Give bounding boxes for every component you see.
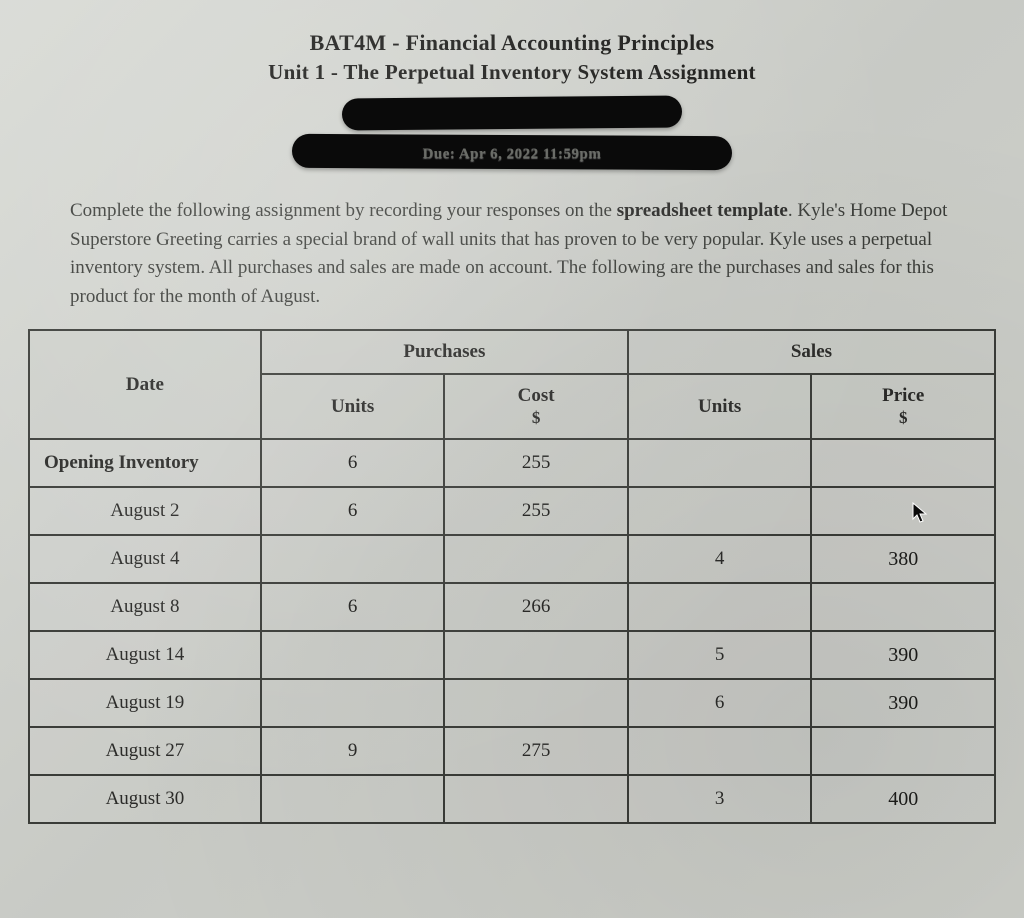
due-date-text: Due: Apr 6, 2022 11:59pm xyxy=(423,146,602,163)
cell-purchase-cost: 255 xyxy=(444,487,628,535)
cell-purchase-units xyxy=(261,679,445,727)
cell-purchase-units xyxy=(261,535,445,583)
redaction-area: Due: Apr 6, 2022 11:59pm xyxy=(282,97,742,169)
row-date-label: August 19 xyxy=(29,679,261,727)
row-date-label: August 27 xyxy=(29,727,261,775)
cell-sale-price-value: 400 xyxy=(888,788,918,810)
row-date-label: Opening Inventory xyxy=(29,439,261,487)
cell-sale-units xyxy=(628,439,812,487)
cell-purchase-units: 6 xyxy=(261,439,445,487)
title-line-1: BAT4M - Financial Accounting Principles xyxy=(20,30,1004,56)
cell-purchase-cost: 255 xyxy=(444,439,628,487)
cell-sale-units-value: 3 xyxy=(715,788,725,809)
cell-purchase-cost xyxy=(444,535,628,583)
cell-sale-price xyxy=(811,727,995,775)
table-body: Opening Inventory6255August 26255August … xyxy=(29,439,995,823)
cell-purchase-cost xyxy=(444,775,628,823)
cell-purchase-cost: 275 xyxy=(444,727,628,775)
cell-purchase-units-value: 6 xyxy=(348,452,358,473)
header-purchases: Purchases xyxy=(261,330,628,374)
header-p-units: Units xyxy=(261,374,445,439)
inventory-table: Date Purchases Sales Units Cost $ Units … xyxy=(28,329,996,824)
cell-sale-price-value: 390 xyxy=(888,644,918,666)
table-row: August 8 6 266 xyxy=(29,583,995,631)
header-price-label: Price xyxy=(882,385,924,406)
cell-purchase-units xyxy=(261,775,445,823)
row-date-label: August 4 xyxy=(29,535,261,583)
cell-sale-units: 4 xyxy=(628,535,812,583)
row-date-label: August 2 xyxy=(29,487,261,535)
data-table-wrap: Date Purchases Sales Units Cost $ Units … xyxy=(28,329,996,824)
cell-purchase-cost-value: 275 xyxy=(522,740,551,761)
cell-purchase-units: 6 xyxy=(261,487,445,535)
header-price-currency: $ xyxy=(820,408,986,428)
document-header: BAT4M - Financial Accounting Principles … xyxy=(20,30,1004,85)
cell-purchase-cost xyxy=(444,631,628,679)
cell-sale-price: 380 xyxy=(811,535,995,583)
redaction-bar-top xyxy=(342,96,682,131)
header-cost-label: Cost xyxy=(518,385,555,406)
cell-sale-price-value: 390 xyxy=(888,692,918,714)
cell-sale-units xyxy=(628,727,812,775)
table-row: August 27 9 275 xyxy=(29,727,995,775)
cell-purchase-units: 9 xyxy=(261,727,445,775)
cell-sale-price: 400 xyxy=(811,775,995,823)
cell-sale-units-value: 4 xyxy=(715,548,725,569)
cell-sale-units-value: 6 xyxy=(715,692,725,713)
table-row: August 2 6 255 xyxy=(29,487,995,535)
cell-purchase-cost: 266 xyxy=(444,583,628,631)
row-date-label: August 14 xyxy=(29,631,261,679)
instructions-bold-1: spreadsheet template xyxy=(617,200,788,221)
header-sales: Sales xyxy=(628,330,995,374)
cell-purchase-units: 6 xyxy=(261,583,445,631)
header-cost-currency: $ xyxy=(453,408,619,428)
cell-sale-units xyxy=(628,487,812,535)
header-p-cost: Cost $ xyxy=(444,374,628,439)
cell-purchase-cost-value: 255 xyxy=(522,452,551,473)
cell-purchase-units-value: 9 xyxy=(348,740,358,761)
title-line-2: Unit 1 - The Perpetual Inventory System … xyxy=(20,60,1004,85)
header-s-price: Price $ xyxy=(811,374,995,439)
cell-sale-price xyxy=(811,439,995,487)
cell-sale-price: 390 xyxy=(811,631,995,679)
cell-purchase-cost-value: 255 xyxy=(522,500,551,521)
instructions-paragraph: Complete the following assignment by rec… xyxy=(70,197,954,311)
cell-sale-price: 390 xyxy=(811,679,995,727)
cell-purchase-cost-value: 266 xyxy=(522,596,551,617)
instructions-text-1: Complete the following assignment by rec… xyxy=(70,200,617,221)
table-row: August 30 3 400 xyxy=(29,775,995,823)
cell-purchase-units-value: 6 xyxy=(348,500,358,521)
cell-sale-units: 5 xyxy=(628,631,812,679)
cell-sale-price xyxy=(811,583,995,631)
cell-purchase-units-value: 6 xyxy=(348,596,358,617)
cell-sale-units: 3 xyxy=(628,775,812,823)
table-row: August 14 5 390 xyxy=(29,631,995,679)
cell-sale-units: 6 xyxy=(628,679,812,727)
cell-sale-units-value: 5 xyxy=(715,644,725,665)
row-date-label: August 8 xyxy=(29,583,261,631)
cursor-icon xyxy=(912,502,928,524)
header-s-units: Units xyxy=(628,374,812,439)
cell-sale-price xyxy=(811,487,995,535)
cell-sale-price-value: 380 xyxy=(888,548,918,570)
cell-purchase-units xyxy=(261,631,445,679)
header-date: Date xyxy=(29,330,261,439)
table-row: August 4 4 380 xyxy=(29,535,995,583)
table-row: Opening Inventory 6 255 xyxy=(29,439,995,487)
cell-sale-units xyxy=(628,583,812,631)
cell-purchase-cost xyxy=(444,679,628,727)
row-date-label: August 30 xyxy=(29,775,261,823)
table-row: August 19 6 390 xyxy=(29,679,995,727)
